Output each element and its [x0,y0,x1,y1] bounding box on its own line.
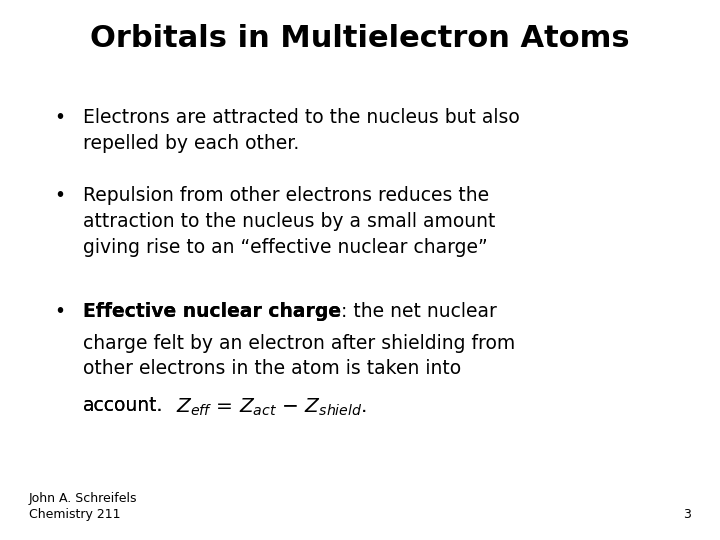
Text: •: • [54,302,65,321]
Text: account.: account. [83,396,163,415]
Text: $Z_{eff}$ = $Z_{act}$ $-$ $Z_{shield}.$: $Z_{eff}$ = $Z_{act}$ $-$ $Z_{shield}.$ [176,396,367,417]
Text: Orbitals in Multielectron Atoms: Orbitals in Multielectron Atoms [90,24,630,53]
Text: Repulsion from other electrons reduces the
attraction to the nucleus by a small : Repulsion from other electrons reduces t… [83,186,495,257]
Text: account.: account. [83,396,163,415]
Text: : the net nuclear: : the net nuclear [341,302,497,321]
Text: charge felt by an electron after shielding from
other electrons in the atom is t: charge felt by an electron after shieldi… [83,334,515,379]
Text: Effective nuclear charge: Effective nuclear charge [83,302,341,321]
Text: Effective nuclear charge: Effective nuclear charge [83,302,341,321]
Text: 3: 3 [683,508,691,521]
Text: Electrons are attracted to the nucleus but also
repelled by each other.: Electrons are attracted to the nucleus b… [83,108,520,153]
Text: •: • [54,108,65,127]
Text: John A. Schreifels
Chemistry 211: John A. Schreifels Chemistry 211 [29,492,138,521]
Text: •: • [54,186,65,205]
